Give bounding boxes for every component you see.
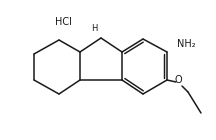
Text: HCl: HCl — [55, 17, 71, 27]
Text: H: H — [92, 24, 98, 33]
Text: O: O — [174, 75, 182, 85]
Text: NH₂: NH₂ — [177, 39, 196, 49]
